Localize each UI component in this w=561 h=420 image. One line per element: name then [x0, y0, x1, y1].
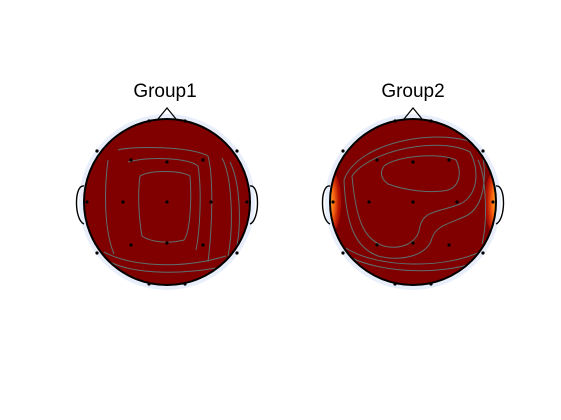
electrodes: [85, 119, 249, 286]
electrodes: [331, 119, 495, 286]
left-ear: [321, 185, 331, 225]
contour-lines: [343, 136, 486, 272]
panel-title-group1: Group1: [133, 81, 196, 102]
panel-title-group2: Group2: [381, 81, 444, 102]
head-outline: [83, 118, 251, 286]
contour-lines: [103, 147, 240, 273]
topoplot-group1: Group1: [75, 81, 259, 290]
left-ear: [75, 185, 85, 225]
nose: [157, 107, 177, 120]
nose: [403, 107, 423, 120]
right-ear: [495, 185, 505, 225]
head-outline: [329, 118, 497, 286]
topoplot-group2: Group2: [321, 81, 505, 290]
right-ear: [249, 185, 259, 225]
